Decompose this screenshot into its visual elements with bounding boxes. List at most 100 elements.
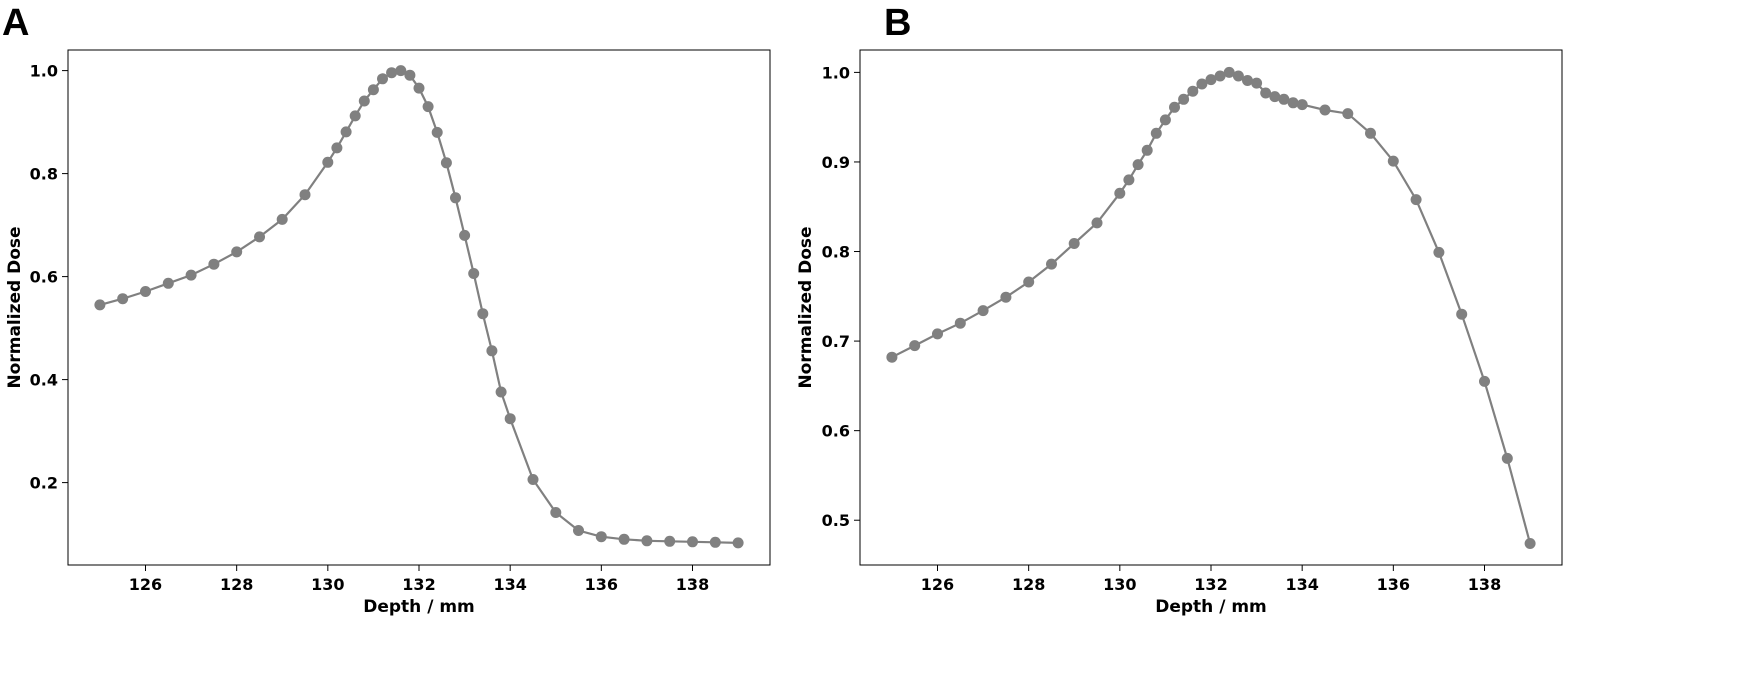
data-point xyxy=(299,189,311,201)
data-point xyxy=(140,286,151,297)
data-point xyxy=(1387,155,1399,167)
data-point xyxy=(932,328,943,340)
data-point xyxy=(1410,194,1422,206)
data-point xyxy=(208,258,220,270)
x-tick-label: 132 xyxy=(402,575,435,594)
data-point xyxy=(1479,375,1490,387)
y-tick-label: 0.6 xyxy=(30,268,58,287)
chart-b: 126 128 130 132 134 136 138 0.5 0.6 0.7 0.8 0.9 1.0 D… xyxy=(796,49,1563,617)
data-point xyxy=(1278,93,1290,105)
y-tick-label: 0.9 xyxy=(822,153,850,172)
data-point xyxy=(977,305,989,317)
data-point xyxy=(422,101,434,113)
data-point xyxy=(595,531,607,543)
x-tick-label: 126 xyxy=(129,575,162,594)
data-point xyxy=(1091,217,1103,229)
data-point xyxy=(1342,108,1354,120)
data-point xyxy=(358,95,370,107)
data-point xyxy=(1141,144,1153,156)
data-point xyxy=(340,126,352,138)
x-tick-label: 130 xyxy=(1103,575,1136,594)
x-tick-label: 126 xyxy=(921,575,954,594)
data-point xyxy=(395,65,407,77)
data-point xyxy=(1456,308,1468,320)
data-point xyxy=(367,84,379,96)
data-point xyxy=(386,67,398,79)
data-point xyxy=(618,533,630,545)
y-axis-title: Normalized Dose xyxy=(5,226,25,388)
data-point xyxy=(231,246,243,258)
data-point xyxy=(1068,238,1080,249)
data-point xyxy=(468,268,480,279)
x-tick-label: 134 xyxy=(1285,575,1318,594)
data-point xyxy=(331,142,343,154)
data-point xyxy=(459,229,471,241)
y-tick-label: 0.8 xyxy=(822,243,850,262)
data-point xyxy=(1159,114,1171,126)
y-tick-label: 0.4 xyxy=(30,371,58,390)
data-point xyxy=(413,82,425,94)
y-tick-label: 0.7 xyxy=(822,332,850,351)
data-point xyxy=(322,156,334,168)
data-point xyxy=(94,299,106,311)
x-tick-label: 130 xyxy=(311,575,344,594)
y-tick-label: 0.2 xyxy=(30,474,58,493)
data-point xyxy=(1000,291,1012,303)
x-tick-label: 136 xyxy=(1377,575,1410,594)
data-point xyxy=(886,351,898,363)
x-tick-label: 132 xyxy=(1194,575,1227,594)
data-point xyxy=(504,413,516,425)
data-point xyxy=(404,69,416,81)
y-tick-label: 1.0 xyxy=(30,62,58,81)
y-tick-label: 0.8 xyxy=(30,165,58,184)
series-line xyxy=(99,69,739,544)
data-point xyxy=(1150,127,1162,139)
data-point xyxy=(1242,75,1253,86)
y-tick-label: 0.5 xyxy=(822,511,850,530)
panel-letter-b: B xyxy=(884,2,912,44)
data-point xyxy=(1169,101,1180,113)
data-point xyxy=(1501,452,1513,464)
data-point xyxy=(440,157,452,169)
data-point xyxy=(1251,77,1263,89)
data-point xyxy=(1260,87,1272,99)
data-point xyxy=(349,110,361,122)
data-point xyxy=(1178,93,1190,105)
data-point xyxy=(486,345,498,357)
x-tick-label: 134 xyxy=(493,575,526,594)
panel-letter-a: A xyxy=(2,2,30,44)
data-point xyxy=(709,536,721,548)
data-point xyxy=(550,507,562,518)
data-point xyxy=(495,386,507,398)
data-point xyxy=(1196,78,1208,90)
chart-a: 126 128 130 132 134 136 138 0.2 0.4 0.6 0.8 1.0 Dept… xyxy=(5,49,771,617)
data-point xyxy=(1132,159,1144,171)
data-point xyxy=(1187,85,1199,97)
data-point xyxy=(527,474,539,485)
x-tick-label: 128 xyxy=(220,575,253,594)
data-point xyxy=(909,340,921,352)
data-point xyxy=(1287,97,1299,109)
y-axis-title: Normalized Dose xyxy=(796,226,816,388)
data-point xyxy=(477,308,489,320)
data-point xyxy=(1123,174,1135,186)
data-point xyxy=(1269,91,1281,103)
data-point xyxy=(1046,258,1057,270)
data-point xyxy=(185,269,197,281)
x-tick-label: 136 xyxy=(585,575,618,594)
x-tick-label: 138 xyxy=(1468,575,1501,594)
data-point xyxy=(1319,104,1331,116)
data-point xyxy=(1433,246,1445,258)
data-point xyxy=(1205,74,1217,86)
data-point xyxy=(573,525,584,536)
data-point xyxy=(431,126,443,138)
x-tick-label: 128 xyxy=(1012,575,1045,594)
data-point xyxy=(1214,70,1226,82)
data-point xyxy=(664,535,676,547)
data-point xyxy=(1223,66,1235,78)
x-axis-title: Depth / mm xyxy=(1155,597,1267,617)
x-axis-title: Depth / mm xyxy=(363,597,475,617)
data-point xyxy=(450,192,461,204)
y-tick-label: 0.6 xyxy=(822,422,850,441)
data-point xyxy=(162,277,174,289)
